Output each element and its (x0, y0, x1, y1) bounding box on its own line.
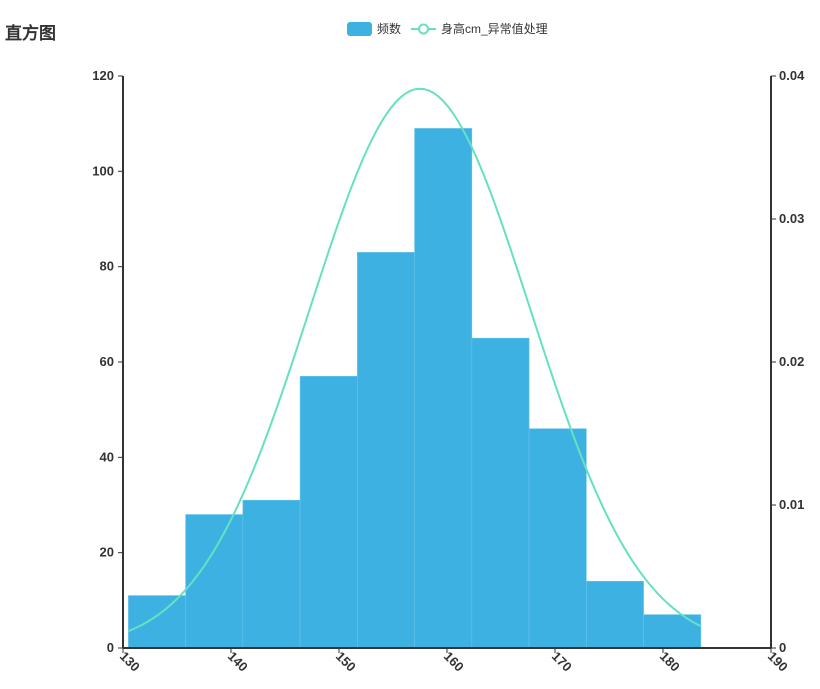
legend-item-height-curve[interactable]: 身高cm_异常值处理 (411, 20, 548, 37)
legend-item-frequency[interactable]: 频数 (347, 20, 401, 37)
histogram-bar[interactable] (586, 580, 644, 649)
histogram-bar[interactable] (357, 252, 415, 649)
chart-title: 直方图 (5, 24, 56, 43)
histogram-bar[interactable] (528, 428, 587, 649)
x-tick-label: 160 (441, 649, 467, 675)
axes-group: 0 20 40 60 80 100 120 0 0.01 0.02 0.03 0.04 130 140 15… (92, 68, 805, 674)
x-tick-label: 170 (549, 649, 575, 675)
histogram-bar[interactable] (643, 614, 702, 649)
histogram-bar[interactable] (414, 128, 473, 649)
x-tick-label: 130 (117, 649, 143, 675)
y-left-tick-label: 0 (107, 640, 114, 655)
legend-label-height-curve: 身高cm_异常值处理 (441, 22, 548, 36)
x-tick-label: 190 (765, 649, 791, 675)
y-right-tick-label: 0.03 (779, 211, 804, 226)
y-left-tick-label: 80 (100, 259, 114, 274)
histogram-bar[interactable] (128, 595, 186, 649)
legend-label-frequency: 频数 (377, 22, 402, 36)
y-right-tick-label: 0 (779, 640, 786, 655)
x-tick-label: 180 (657, 649, 683, 675)
y-right-tick-label: 0.02 (779, 354, 804, 369)
y-left-tick-label: 40 (100, 449, 114, 464)
legend-bar-swatch (347, 21, 372, 36)
histogram-bar[interactable] (185, 514, 244, 649)
y-left-tick-label: 120 (92, 68, 114, 83)
y-right-tick-label: 0.04 (779, 68, 805, 83)
bars-group (128, 128, 702, 649)
histogram-bar[interactable] (471, 337, 530, 649)
x-tick-label: 140 (225, 649, 251, 675)
x-tick-label: 150 (333, 649, 359, 675)
normal-curve-line[interactable] (128, 87, 702, 633)
y-left-tick-label: 20 (100, 545, 114, 560)
y-left-tick-label: 60 (100, 354, 114, 369)
legend-line-swatch (411, 23, 437, 34)
curve-group (128, 87, 702, 633)
y-right-tick-label: 0.01 (779, 497, 804, 512)
histogram-bar[interactable] (242, 499, 301, 649)
histogram-bar[interactable] (299, 375, 358, 649)
y-left-tick-label: 100 (92, 163, 114, 178)
legend: 频数 身高cm_异常值处理 (347, 20, 558, 37)
